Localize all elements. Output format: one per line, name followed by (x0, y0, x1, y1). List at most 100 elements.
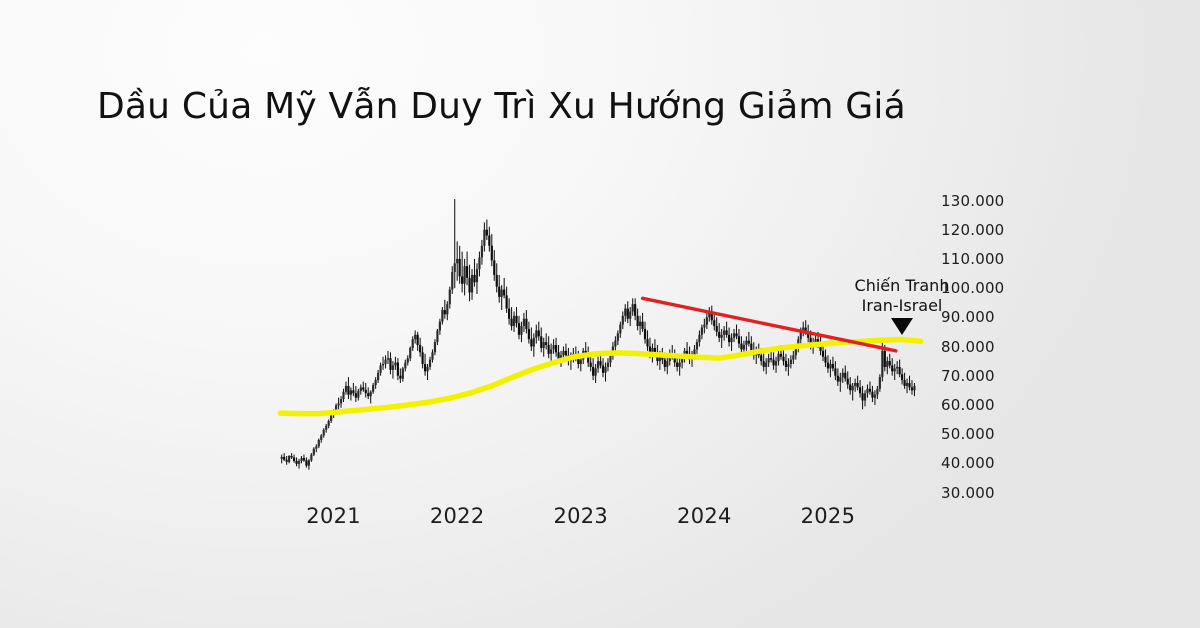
candle-body (658, 356, 661, 362)
candle-body (888, 361, 891, 366)
candle-body (782, 356, 785, 362)
event-annotation-line-2: Iran-Israel (861, 296, 943, 316)
candle-body (458, 258, 461, 277)
candle-body (643, 328, 647, 340)
candle-body (552, 345, 555, 350)
candle-body (468, 277, 471, 293)
candle-body (799, 331, 802, 340)
candle-body (715, 326, 718, 332)
candle-body (483, 229, 486, 246)
candle-body (520, 326, 523, 335)
candle-body (732, 333, 736, 338)
candle-body (530, 339, 533, 347)
candle-body (646, 339, 649, 347)
candle-body (369, 391, 372, 397)
candle-body (453, 263, 456, 273)
candle-body (750, 343, 753, 351)
x-tick-label: 2021 (306, 504, 361, 528)
candle-body (381, 364, 385, 366)
candle-body (802, 327, 805, 332)
candle-body (478, 257, 481, 270)
candle-body (315, 446, 318, 449)
candle-body (834, 368, 837, 376)
candle-body (532, 337, 535, 347)
red-downtrend-line (640, 296, 898, 353)
candle-body (505, 295, 508, 309)
candle-body (587, 353, 590, 363)
candle-body (288, 456, 291, 462)
candle-body (441, 310, 444, 322)
candle-body (559, 355, 563, 360)
candle-body (310, 454, 313, 461)
candle-body (394, 362, 397, 366)
candle-body (584, 350, 587, 354)
candle-body (762, 361, 765, 367)
candle-body (784, 361, 788, 367)
candle-body (547, 345, 550, 354)
candle-body (414, 334, 417, 340)
candle-body (451, 272, 454, 290)
y-tick-label: 130.000 (941, 191, 1005, 210)
candle-body (839, 377, 842, 382)
candle-body (851, 385, 854, 391)
candle-body (856, 383, 859, 388)
candle-body (908, 383, 911, 388)
candle-body (700, 327, 703, 335)
candle-body (854, 383, 857, 386)
candle-body (723, 330, 726, 335)
candle-body (554, 345, 558, 353)
candle-body (411, 339, 414, 348)
candle-body (406, 358, 409, 363)
candle-body (809, 337, 812, 346)
candle-body (401, 368, 404, 379)
candle-body (498, 286, 501, 297)
candle-body (515, 315, 518, 324)
candle-body (814, 339, 817, 343)
candle-body (508, 308, 511, 319)
candle-body (735, 333, 738, 337)
candle-body (866, 388, 869, 394)
candle-body (883, 350, 886, 367)
candle-body (789, 359, 792, 365)
candle-body (767, 358, 770, 363)
candle-body (295, 460, 298, 464)
candle-body (663, 359, 666, 367)
candle-body (774, 361, 778, 366)
candle-body (760, 355, 763, 362)
candle-body (631, 304, 634, 312)
candle-body (893, 368, 896, 372)
candle-body (913, 385, 916, 391)
y-tick-label: 70.000 (941, 366, 995, 385)
candle-body (480, 245, 484, 258)
candle-body (421, 352, 424, 365)
candle-body (349, 390, 353, 395)
x-tick-label: 2022 (429, 504, 485, 528)
candle-body (540, 336, 543, 348)
candle-body (522, 318, 526, 327)
candle-body (473, 274, 476, 283)
candle-body (485, 229, 488, 236)
candle-body (779, 353, 783, 357)
candle-body (596, 361, 600, 369)
candle-body (804, 327, 807, 332)
candle-body (399, 375, 402, 379)
candle-body (648, 346, 652, 354)
candle-body (372, 385, 375, 392)
candle-body (438, 321, 441, 331)
candle-body (320, 435, 323, 440)
candle-body (283, 456, 286, 460)
candle-body (910, 387, 914, 391)
candle-body (901, 374, 904, 381)
candle-body (495, 274, 498, 287)
candle-body (824, 356, 827, 363)
candle-body (297, 460, 301, 464)
candle-body (364, 389, 367, 394)
candle-body (374, 380, 377, 386)
candle-body (357, 390, 360, 398)
candle-body (503, 289, 506, 296)
candle-body (557, 352, 560, 360)
candle-body (354, 393, 357, 398)
candle-body (747, 340, 750, 344)
candle-body (512, 315, 516, 327)
y-tick-label: 120.000 (941, 220, 1005, 239)
